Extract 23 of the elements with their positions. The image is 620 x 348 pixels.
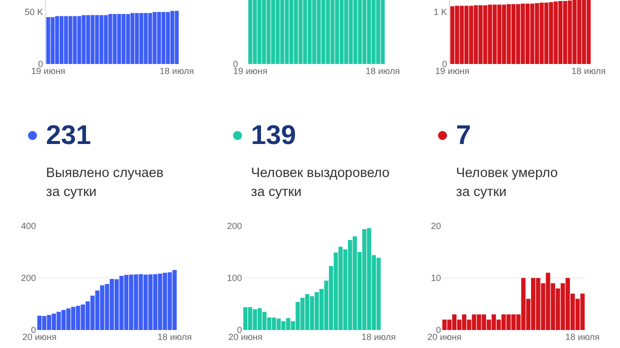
x-tick-label: 19 июня bbox=[31, 66, 66, 76]
chart-title: 7 bbox=[456, 120, 472, 150]
x-tick-label: 18 июля bbox=[366, 66, 400, 76]
y-tick-label: 10 bbox=[430, 273, 441, 284]
x-tick-label: 18 июля bbox=[160, 66, 194, 76]
chart-title: 139 bbox=[251, 120, 296, 150]
y-tick-label: 20 bbox=[430, 221, 441, 232]
chart-subtitle: Выявлено случаев за сутки bbox=[46, 164, 164, 201]
y-tick-label: 400 bbox=[20, 221, 36, 232]
y-tick-label: 200 bbox=[20, 273, 36, 284]
x-tick-label: 19 июня bbox=[435, 66, 470, 76]
x-tick-label: 18 июля bbox=[362, 332, 396, 342]
x-tick-label: 18 июля bbox=[572, 66, 606, 76]
x-tick-label: 18 июля bbox=[565, 332, 600, 342]
y-tick-label: 50 K bbox=[24, 7, 44, 18]
chart-subtitle: Человек умерло за сутки bbox=[456, 164, 558, 201]
chart-title: 231 bbox=[46, 120, 92, 150]
y-tick-label: 1 K bbox=[434, 7, 448, 18]
y-tick-label: 100 bbox=[226, 273, 242, 284]
y-tick-label: 200 bbox=[226, 221, 242, 232]
x-tick-label: 18 июля bbox=[157, 332, 192, 342]
chart-subtitle: Человек выздоровело за сутки bbox=[251, 164, 390, 201]
x-tick-label: 19 июня bbox=[233, 66, 268, 76]
